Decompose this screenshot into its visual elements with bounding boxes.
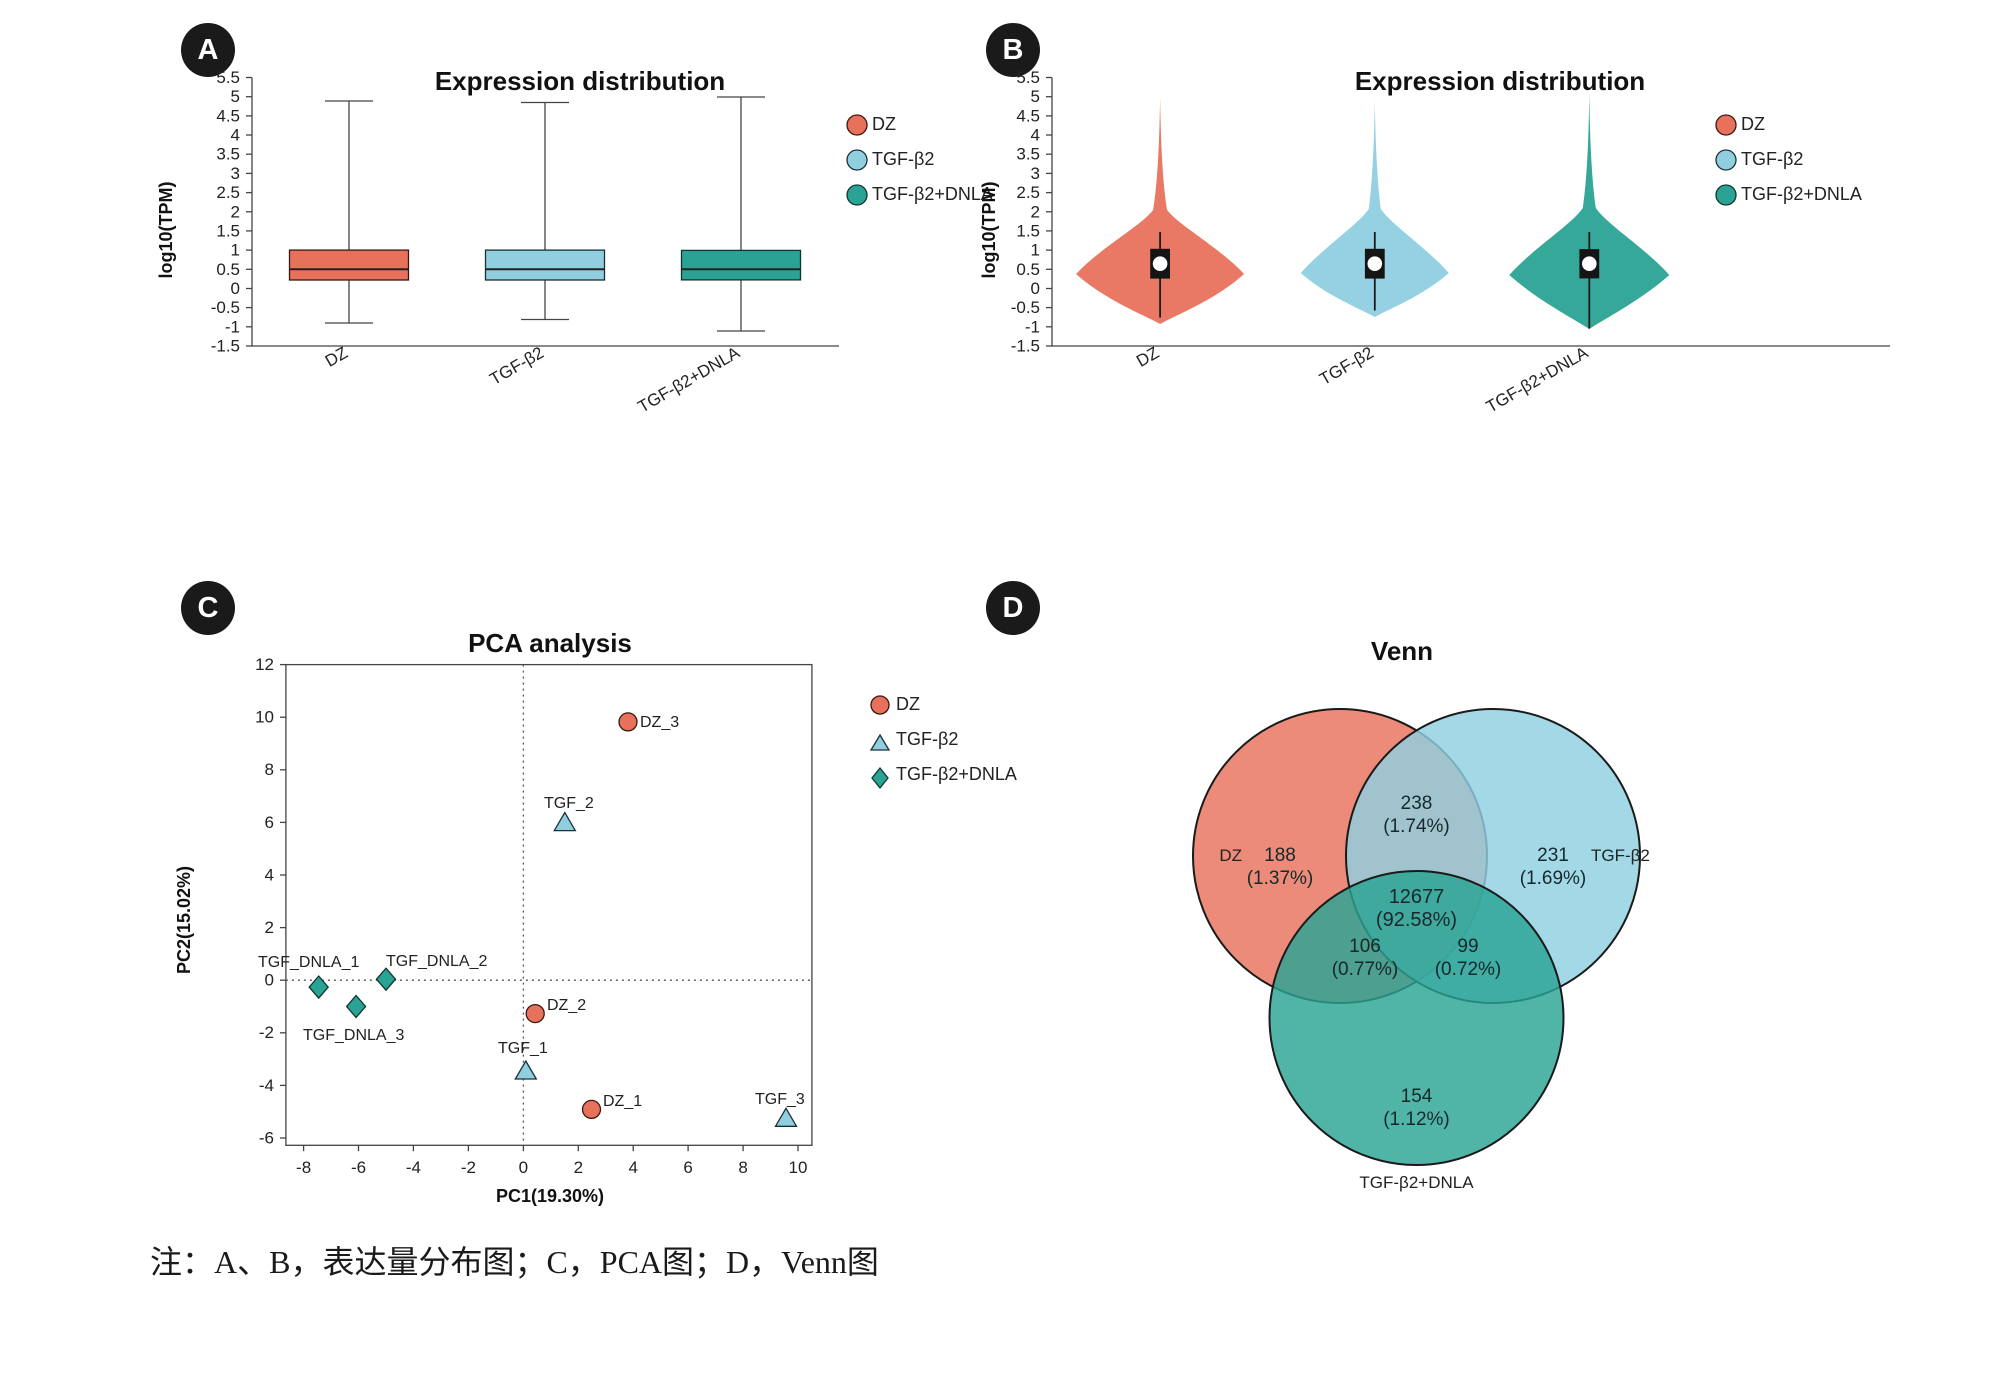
svg-text:Expression distribution: Expression distribution bbox=[1355, 66, 1645, 96]
svg-text:188: 188 bbox=[1264, 845, 1296, 866]
svg-text:-0.5: -0.5 bbox=[1011, 298, 1040, 317]
svg-text:8: 8 bbox=[738, 1158, 747, 1177]
svg-text:154: 154 bbox=[1401, 1086, 1433, 1107]
svg-text:-6: -6 bbox=[259, 1128, 274, 1147]
svg-text:TGF-β2+DNLA: TGF-β2+DNLA bbox=[1741, 184, 1862, 204]
svg-text:Venn: Venn bbox=[1371, 636, 1433, 666]
svg-text:4.5: 4.5 bbox=[216, 106, 240, 125]
svg-text:TGF_2: TGF_2 bbox=[544, 795, 594, 812]
svg-text:DZ_3: DZ_3 bbox=[640, 714, 679, 731]
svg-text:-4: -4 bbox=[406, 1158, 421, 1177]
svg-text:-2: -2 bbox=[461, 1158, 476, 1177]
svg-text:DZ: DZ bbox=[1741, 114, 1765, 134]
svg-text:DZ_2: DZ_2 bbox=[547, 997, 586, 1014]
svg-text:4: 4 bbox=[265, 865, 274, 884]
svg-text:TGF-β2: TGF-β2 bbox=[872, 149, 934, 169]
svg-text:-1: -1 bbox=[1025, 317, 1040, 336]
svg-text:10: 10 bbox=[789, 1158, 808, 1177]
svg-text:-0.5: -0.5 bbox=[211, 298, 240, 317]
svg-text:TGF_DNLA_3: TGF_DNLA_3 bbox=[303, 1027, 404, 1044]
svg-text:TGF-β2+DNLA: TGF-β2+DNLA bbox=[1359, 1173, 1474, 1192]
svg-text:(1.12%): (1.12%) bbox=[1383, 1109, 1450, 1130]
svg-text:4: 4 bbox=[628, 1158, 637, 1177]
svg-text:Expression distribution: Expression distribution bbox=[435, 66, 725, 96]
svg-text:2.5: 2.5 bbox=[216, 183, 240, 202]
svg-text:4: 4 bbox=[1031, 126, 1040, 145]
svg-text:TGF-β2+DNLA: TGF-β2+DNLA bbox=[896, 764, 1017, 784]
svg-text:1: 1 bbox=[1031, 241, 1040, 260]
svg-text:5.5: 5.5 bbox=[1016, 68, 1040, 87]
svg-text:DZ: DZ bbox=[1219, 846, 1242, 865]
svg-text:1.5: 1.5 bbox=[216, 221, 240, 240]
svg-text:0: 0 bbox=[231, 279, 240, 298]
svg-text:DZ_1: DZ_1 bbox=[603, 1093, 642, 1110]
svg-text:99: 99 bbox=[1457, 936, 1478, 957]
svg-text:3: 3 bbox=[231, 164, 240, 183]
svg-text:0: 0 bbox=[519, 1158, 528, 1177]
svg-text:106: 106 bbox=[1349, 936, 1381, 957]
svg-text:5: 5 bbox=[231, 87, 240, 106]
svg-text:PC1(19.30%): PC1(19.30%) bbox=[496, 1186, 604, 1206]
svg-text:TGF-β2+DNLA: TGF-β2+DNLA bbox=[872, 184, 993, 204]
svg-text:DZ: DZ bbox=[322, 343, 351, 371]
svg-text:TGF_DNLA_2: TGF_DNLA_2 bbox=[386, 953, 487, 970]
svg-text:(0.77%): (0.77%) bbox=[1332, 959, 1399, 980]
svg-text:DZ: DZ bbox=[1133, 343, 1162, 371]
svg-text:-6: -6 bbox=[351, 1158, 366, 1177]
svg-text:TGF_DNLA_1: TGF_DNLA_1 bbox=[258, 954, 359, 971]
svg-text:TGF_3: TGF_3 bbox=[755, 1091, 805, 1108]
svg-text:2: 2 bbox=[1031, 202, 1040, 221]
svg-text:5.5: 5.5 bbox=[216, 68, 240, 87]
svg-text:-1.5: -1.5 bbox=[1011, 337, 1040, 356]
svg-text:TGF-β2: TGF-β2 bbox=[1741, 149, 1803, 169]
svg-text:PC2(15.02%): PC2(15.02%) bbox=[174, 866, 194, 974]
svg-text:TGF_1: TGF_1 bbox=[498, 1040, 548, 1057]
svg-text:12677: 12677 bbox=[1389, 886, 1445, 908]
svg-text:(0.72%): (0.72%) bbox=[1435, 959, 1502, 980]
svg-text:2.5: 2.5 bbox=[1016, 183, 1040, 202]
svg-text:2: 2 bbox=[574, 1158, 583, 1177]
svg-text:3.5: 3.5 bbox=[216, 145, 240, 164]
svg-text:-2: -2 bbox=[259, 1023, 274, 1042]
svg-text:-1.5: -1.5 bbox=[211, 337, 240, 356]
svg-text:TGF-β2+DNLA: TGF-β2+DNLA bbox=[1483, 343, 1592, 417]
svg-text:231: 231 bbox=[1537, 845, 1569, 866]
svg-text:10: 10 bbox=[255, 708, 274, 727]
svg-text:DZ: DZ bbox=[896, 694, 920, 714]
svg-text:2: 2 bbox=[265, 918, 274, 937]
svg-text:12: 12 bbox=[255, 655, 274, 674]
svg-text:log10(TPM): log10(TPM) bbox=[156, 181, 176, 278]
svg-text:TGF-β2: TGF-β2 bbox=[1591, 846, 1650, 865]
svg-text:4: 4 bbox=[231, 126, 240, 145]
svg-text:0.5: 0.5 bbox=[216, 260, 240, 279]
svg-text:8: 8 bbox=[265, 760, 274, 779]
svg-text:6: 6 bbox=[683, 1158, 692, 1177]
svg-text:TGF-β2: TGF-β2 bbox=[1316, 343, 1377, 389]
svg-text:1.5: 1.5 bbox=[1016, 221, 1040, 240]
svg-text:3: 3 bbox=[1031, 164, 1040, 183]
svg-text:-1: -1 bbox=[225, 317, 240, 336]
svg-text:238: 238 bbox=[1401, 793, 1433, 814]
svg-text:3.5: 3.5 bbox=[1016, 145, 1040, 164]
svg-text:TGF-β2: TGF-β2 bbox=[486, 343, 547, 389]
svg-text:-4: -4 bbox=[259, 1076, 274, 1095]
svg-text:5: 5 bbox=[1031, 87, 1040, 106]
svg-text:TGF-β2: TGF-β2 bbox=[896, 729, 958, 749]
svg-text:0: 0 bbox=[1031, 279, 1040, 298]
svg-text:DZ: DZ bbox=[872, 114, 896, 134]
svg-text:(1.37%): (1.37%) bbox=[1247, 868, 1314, 889]
svg-text:PCA analysis: PCA analysis bbox=[468, 628, 632, 658]
svg-text:log10(TPM): log10(TPM) bbox=[979, 181, 999, 278]
svg-text:(1.69%): (1.69%) bbox=[1520, 868, 1587, 889]
svg-text:1: 1 bbox=[231, 241, 240, 260]
svg-text:0: 0 bbox=[265, 971, 274, 990]
svg-text:(1.74%): (1.74%) bbox=[1383, 816, 1450, 837]
svg-text:TGF-β2+DNLA: TGF-β2+DNLA bbox=[635, 343, 744, 417]
svg-text:2: 2 bbox=[231, 202, 240, 221]
svg-text:6: 6 bbox=[265, 813, 274, 832]
svg-text:-8: -8 bbox=[296, 1158, 311, 1177]
svg-text:0.5: 0.5 bbox=[1016, 260, 1040, 279]
svg-text:(92.58%): (92.58%) bbox=[1376, 909, 1457, 931]
svg-text:4.5: 4.5 bbox=[1016, 106, 1040, 125]
